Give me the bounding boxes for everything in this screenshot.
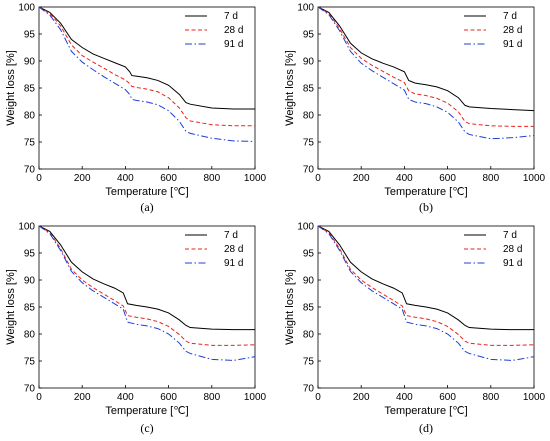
y-tick-label: 80 [24, 330, 36, 341]
x-tick-label: 1000 [523, 392, 546, 403]
x-tick-label: 600 [160, 392, 177, 403]
y-tick-label: 75 [24, 138, 36, 149]
y-tick-label: 70 [24, 384, 36, 395]
series-line-28d [317, 6, 534, 127]
y-tick-label: 85 [24, 84, 36, 95]
x-tick-label: 1000 [523, 173, 546, 184]
y-tick-label: 70 [24, 165, 36, 176]
x-tick-label: 200 [353, 173, 370, 184]
x-tick-label: 400 [117, 392, 134, 403]
x-tick-label: 800 [203, 173, 220, 184]
y-axis-label: Weight loss [%] [284, 50, 296, 126]
x-tick-label: 200 [353, 392, 370, 403]
y-tick-label: 75 [303, 138, 315, 149]
series-line-7d [317, 225, 534, 331]
x-tick-label: 200 [74, 173, 91, 184]
y-axis-label: Weight loss [%] [5, 269, 17, 345]
y-tick-label: 80 [303, 111, 315, 122]
y-axis-label: Weight loss [%] [5, 50, 17, 126]
series-line-28d [38, 225, 256, 346]
legend-label: 7 d [503, 11, 517, 22]
chart-panel: 0 200 400 600 800 1000 70 75 80 85 90 95 100 Temperat… [284, 3, 546, 215]
y-tick-label: 90 [24, 276, 36, 287]
series-line-7d [38, 225, 255, 331]
y-tick-label: 100 [297, 3, 314, 14]
x-tick-label: 600 [439, 392, 456, 403]
x-tick-label: 600 [160, 173, 177, 184]
x-tick-label: 800 [482, 173, 499, 184]
x-tick-label: 400 [117, 173, 134, 184]
x-tick-label: 400 [396, 392, 413, 403]
y-tick-label: 100 [297, 222, 314, 233]
chart-panel: 0 200 400 600 800 1000 70 75 80 85 90 95 100 Temperat… [5, 222, 267, 436]
y-tick-label: 95 [303, 30, 315, 41]
plot-frame [317, 6, 535, 170]
y-tick-label: 90 [303, 276, 315, 287]
x-axis-label: Temperature [℃] [384, 186, 467, 198]
y-tick-label: 85 [24, 303, 36, 314]
x-tick-label: 0 [315, 392, 321, 403]
panel-label: (b) [419, 200, 433, 214]
x-tick-label: 0 [36, 173, 42, 184]
legend-label: 91 d [503, 39, 522, 50]
chart-panel: 0 200 400 600 800 1000 70 75 80 85 90 95 100 Temperat… [284, 222, 546, 436]
legend: 7 d 28 d 91 d [464, 230, 522, 269]
x-axis-label: Temperature [℃] [105, 405, 188, 417]
y-tick-label: 90 [24, 57, 36, 68]
y-axis-label: Weight loss [%] [284, 269, 296, 345]
x-tick-label: 0 [36, 392, 42, 403]
y-tick-label: 100 [18, 222, 35, 233]
x-axis-label: Temperature [℃] [105, 186, 188, 198]
legend: 7 d 28 d 91 d [185, 11, 243, 50]
x-tick-label: 1000 [244, 173, 267, 184]
y-tick-label: 95 [24, 249, 36, 260]
y-tick-label: 80 [24, 111, 36, 122]
x-tick-label: 1000 [244, 392, 267, 403]
plot-frame [38, 6, 256, 170]
chart-panel: 0 200 400 600 800 1000 70 75 80 85 90 95 100 Temperat… [5, 3, 267, 215]
legend-label: 91 d [224, 258, 243, 269]
series-line-91d [317, 225, 535, 361]
y-tick-label: 95 [303, 249, 315, 260]
x-tick-label: 200 [74, 392, 91, 403]
y-tick-label: 70 [303, 165, 315, 176]
y-tick-label: 95 [24, 30, 36, 41]
x-tick-label: 800 [482, 392, 499, 403]
series-line-91d [38, 225, 256, 361]
y-tick-label: 85 [303, 84, 315, 95]
x-axis-label: Temperature [℃] [384, 405, 467, 417]
y-tick-label: 75 [24, 357, 36, 368]
legend-label: 7 d [224, 230, 238, 241]
series-line-28d [317, 225, 535, 346]
series-line-28d [38, 6, 255, 127]
legend: 7 d 28 d 91 d [464, 11, 522, 50]
series-line-91d [38, 6, 256, 142]
y-tick-label: 75 [303, 357, 315, 368]
legend-label: 28 d [224, 244, 243, 255]
y-tick-label: 80 [303, 330, 315, 341]
legend-label: 28 d [224, 25, 243, 36]
legend-label: 7 d [224, 11, 238, 22]
x-tick-label: 400 [396, 173, 413, 184]
legend-label: 7 d [503, 230, 517, 241]
series-line-7d [38, 6, 255, 110]
legend-label: 28 d [503, 244, 522, 255]
y-tick-label: 85 [303, 303, 315, 314]
x-tick-label: 800 [203, 392, 220, 403]
series-line-7d [317, 6, 535, 112]
y-tick-label: 90 [303, 57, 315, 68]
legend-label: 91 d [224, 39, 243, 50]
x-tick-label: 0 [315, 173, 321, 184]
x-tick-label: 600 [439, 173, 456, 184]
panel-label: (d) [419, 421, 433, 435]
legend-label: 91 d [503, 258, 522, 269]
y-tick-label: 100 [18, 3, 35, 14]
legend: 7 d 28 d 91 d [185, 230, 243, 269]
panel-label: (c) [140, 421, 153, 435]
panel-label: (a) [140, 200, 153, 214]
legend-label: 28 d [503, 25, 522, 36]
y-tick-label: 70 [303, 384, 315, 395]
series-line-91d [317, 6, 535, 140]
